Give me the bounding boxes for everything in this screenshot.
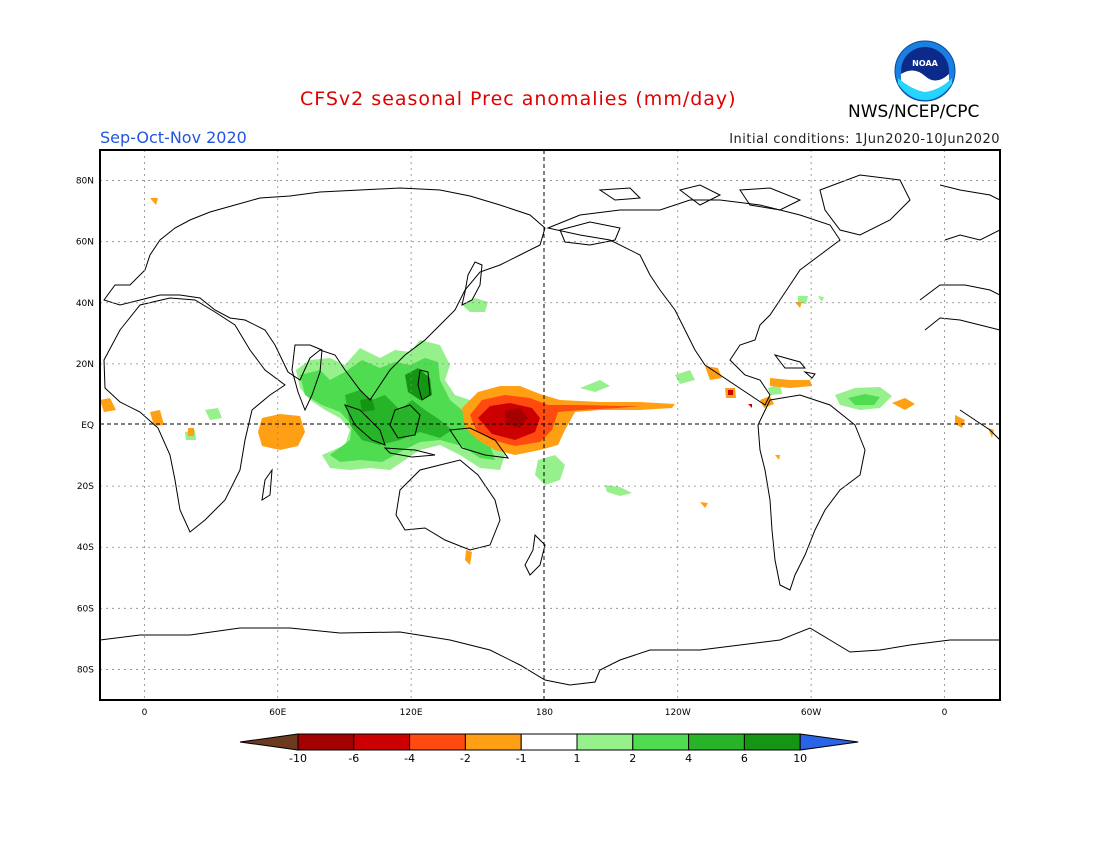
colorbar-segment bbox=[520, 733, 578, 751]
lon-label: 60W bbox=[801, 708, 821, 718]
lon-label: 0 bbox=[942, 708, 948, 718]
lat-label: 40S bbox=[77, 543, 94, 553]
coastlines bbox=[100, 174, 1000, 686]
colorbar-label: -4 bbox=[404, 752, 415, 765]
anomaly-green-atlantic-core bbox=[848, 394, 880, 405]
coast-madagascar bbox=[261, 468, 273, 501]
anomaly-green-darkest bbox=[360, 368, 432, 412]
map-title: CFSv2 seasonal Prec anomalies (mm/day) bbox=[300, 88, 737, 110]
colorbar-label: 10 bbox=[793, 752, 807, 765]
season-label: Sep-Oct-Nov 2020 bbox=[100, 128, 247, 147]
coast-antarctica bbox=[100, 627, 1000, 686]
lon-label: 180 bbox=[536, 708, 553, 718]
colorbar-label: 1 bbox=[574, 752, 581, 765]
colorbar-label: -10 bbox=[289, 752, 307, 765]
coast-greenland bbox=[819, 174, 911, 236]
lat-label: 80N bbox=[76, 177, 94, 187]
colorbar: -10 -6 -4 -2 -1 1 2 4 6 10 bbox=[239, 733, 859, 765]
colorbar-segment bbox=[239, 733, 299, 751]
agency-label: NWS/NCEP/CPC bbox=[848, 102, 980, 122]
colorbar-label: 6 bbox=[741, 752, 748, 765]
lon-label: 0 bbox=[142, 708, 148, 718]
longitude-labels: 0 60E 120E 180 120W 60W 0 bbox=[142, 708, 948, 718]
lon-label: 60E bbox=[269, 708, 286, 718]
anomaly-deepred-pacific bbox=[505, 408, 528, 428]
coast-newguinea bbox=[449, 427, 510, 459]
coast-north-america bbox=[546, 199, 841, 406]
coast-europe-wrap bbox=[919, 184, 1000, 301]
lon-label: 120E bbox=[400, 708, 423, 718]
noaa-logo: NOAA bbox=[894, 40, 956, 102]
initial-conditions: Initial conditions: 1Jun2020-10Jun2020 bbox=[729, 132, 1000, 147]
map-grid bbox=[100, 150, 1000, 700]
colorbar-label: -6 bbox=[348, 752, 359, 765]
latitude-labels: 80N 60N 40N 20N EQ 20S 40S 60S 80S bbox=[76, 177, 94, 676]
coast-africa bbox=[103, 297, 286, 533]
colorbar-segment bbox=[464, 733, 522, 751]
colorbar-label: -1 bbox=[516, 752, 527, 765]
coast-philippines bbox=[417, 369, 431, 401]
colorbar-segment bbox=[688, 733, 745, 751]
coast-eurasia bbox=[103, 187, 546, 401]
map-frame bbox=[99, 149, 1001, 701]
coast-india bbox=[291, 344, 323, 412]
colorbar-label: -2 bbox=[460, 752, 471, 765]
coast-japan bbox=[461, 261, 483, 306]
lat-label: 80S bbox=[77, 665, 94, 675]
coast-australia bbox=[395, 459, 501, 551]
lon-label: 120W bbox=[665, 708, 691, 718]
lat-label: 20S bbox=[77, 482, 94, 492]
anomaly-fields bbox=[100, 198, 994, 565]
coast-arctic-islands bbox=[598, 184, 802, 211]
colorbar-segment bbox=[632, 733, 690, 751]
coast-java bbox=[383, 447, 436, 458]
lat-label: 60N bbox=[76, 238, 94, 248]
lat-label: 40N bbox=[76, 299, 94, 309]
colorbar-segment bbox=[353, 733, 411, 751]
colorbar-segment bbox=[576, 733, 634, 751]
coast-africa-wrap bbox=[924, 317, 1000, 441]
lat-label: 20N bbox=[76, 360, 94, 370]
coast-south-america bbox=[757, 394, 866, 591]
colorbar-label: 2 bbox=[629, 752, 636, 765]
lat-label: EQ bbox=[81, 421, 94, 431]
anomaly-green-atlantic bbox=[675, 370, 892, 410]
coast-borneo bbox=[389, 404, 421, 439]
colorbar-segment bbox=[799, 733, 859, 751]
colorbar-segment bbox=[743, 733, 801, 751]
anomaly-red-misc bbox=[728, 390, 752, 408]
coast-alaska bbox=[559, 221, 621, 246]
colorbar-label: 4 bbox=[685, 752, 692, 765]
coast-newzealand bbox=[524, 533, 546, 576]
colorbar-segment bbox=[409, 733, 466, 751]
coast-caribbean bbox=[773, 354, 816, 379]
colorbar-segment bbox=[297, 733, 355, 751]
coast-sumatra bbox=[344, 404, 386, 446]
noaa-logo-text: NOAA bbox=[912, 59, 938, 68]
lat-label: 60S bbox=[77, 604, 94, 614]
anomaly-green-south-pacific bbox=[535, 380, 632, 496]
anomaly-orange-indian bbox=[258, 414, 305, 450]
